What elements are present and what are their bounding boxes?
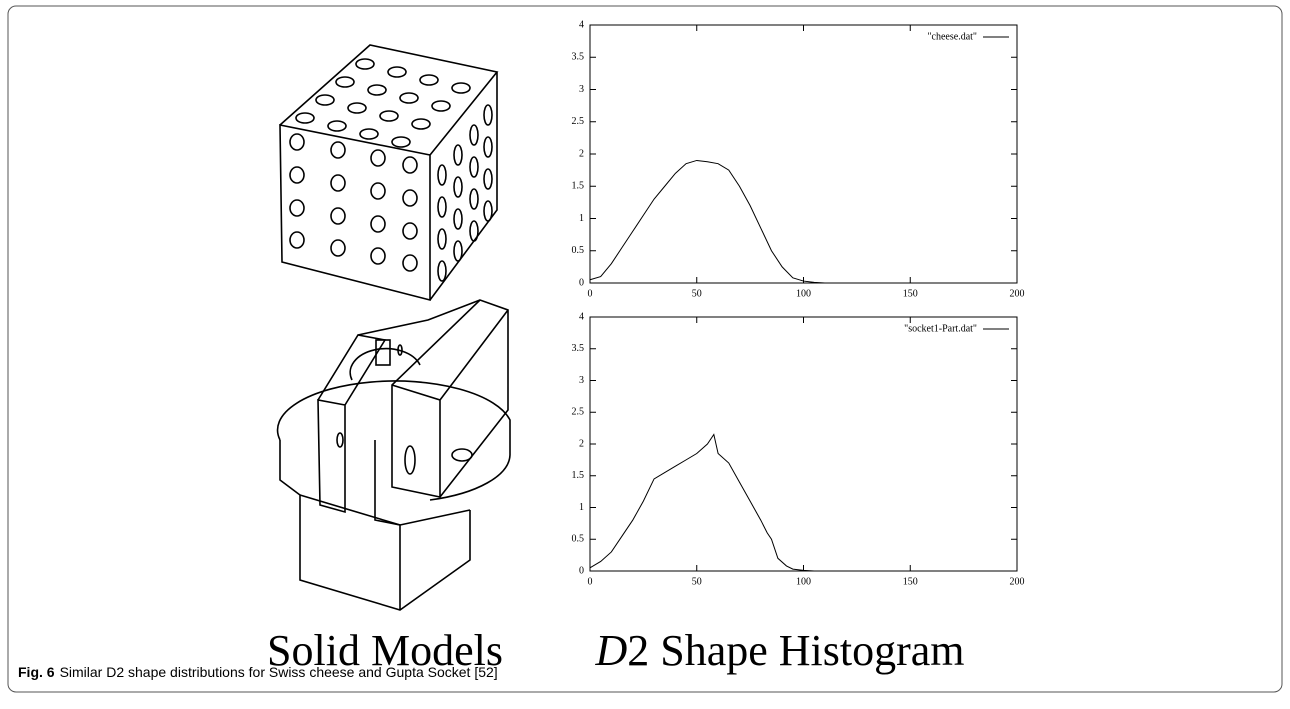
y-tick-label: 0 [579,277,584,288]
y-tick-label: 1.5 [572,470,585,481]
y-tick-label: 0 [579,565,584,576]
histogram-label-rest: 2 Shape Histogram [627,626,964,675]
y-tick-label: 3 [579,84,584,95]
y-tick-label: 4 [579,19,584,30]
socket-drawing [276,299,511,611]
y-tick-label: 4 [579,311,584,322]
y-tick-label: 2 [579,438,584,449]
x-tick-label: 0 [588,288,593,299]
y-tick-label: 3.5 [572,343,585,354]
data-line [589,159,825,284]
x-tick-label: 200 [1010,576,1025,587]
y-tick-label: 3.5 [572,52,585,63]
y-tick-label: 2 [579,148,584,159]
x-tick-label: 100 [796,576,811,587]
x-tick-label: 150 [903,576,918,587]
histogram-label: D2 Shape Histogram [594,626,964,675]
cube-drawing [279,44,499,302]
y-tick-label: 3 [579,375,584,386]
plot-frame [589,316,1018,572]
y-tick-label: 0.5 [572,534,585,545]
x-tick-label: 100 [796,288,811,299]
plot-frame [589,24,1018,284]
y-tick-label: 1.5 [572,181,585,192]
caption-text: Similar D2 shape distributions for Swiss… [60,664,498,680]
legend-label: "socket1-Part.dat" [904,323,977,334]
y-tick-label: 0.5 [572,245,585,256]
models-label: Solid Models [267,626,503,675]
caption-label: Fig. 6 [18,664,55,680]
x-tick-label: 50 [692,576,702,587]
y-tick-label: 2.5 [572,116,585,127]
figure-frame [7,5,1283,693]
y-tick-label: 1 [579,502,584,513]
data-line [589,433,815,572]
x-tick-label: 200 [1010,288,1025,299]
legend-label: "cheese.dat" [927,31,977,42]
x-tick-label: 150 [903,288,918,299]
x-tick-label: 0 [588,576,593,587]
caption: Fig. 6 Similar D2 shape distributions for… [18,664,498,680]
y-tick-label: 2.5 [572,407,585,418]
y-tick-label: 1 [579,213,584,224]
x-tick-label: 50 [692,288,702,299]
histogram-label-italic: D [594,626,627,675]
